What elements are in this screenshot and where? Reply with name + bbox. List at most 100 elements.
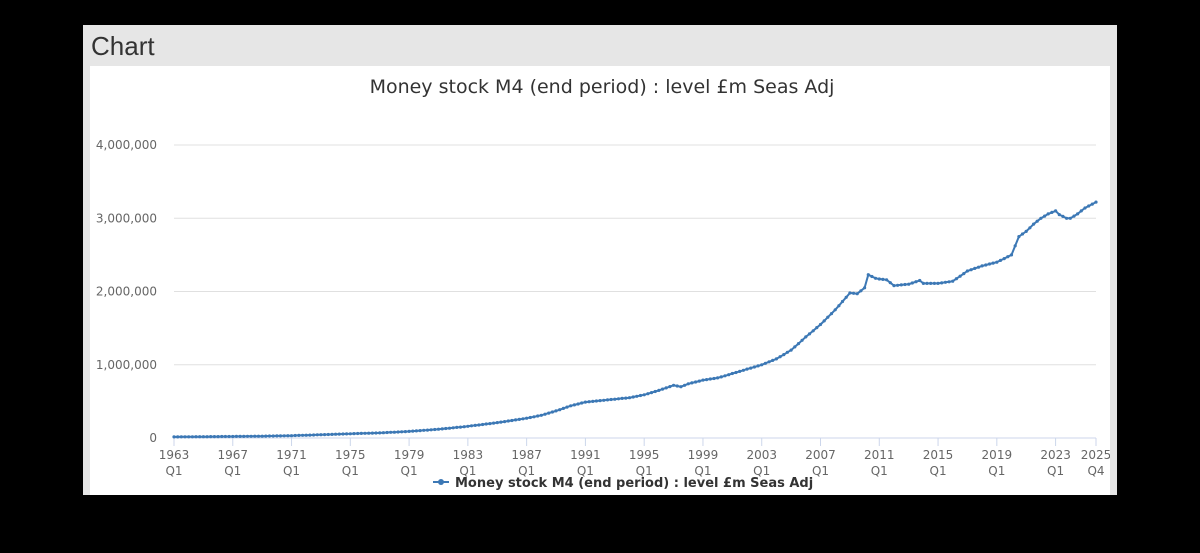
data-point <box>1061 214 1065 218</box>
x-axis: 1963 Q1 1967 Q1 1971 Q1 1975 Q1 1979 Q1 1983 Q1 1987… <box>159 437 1110 478</box>
data-point <box>429 428 433 432</box>
data-point <box>980 264 984 268</box>
data-point <box>863 286 867 290</box>
x-tick-label-quarter: Q1 <box>753 464 770 478</box>
data-point <box>969 268 973 272</box>
data-point <box>1024 229 1028 233</box>
data-point <box>444 426 448 431</box>
data-point <box>833 308 837 312</box>
data-point <box>976 265 981 269</box>
data-point <box>591 399 595 403</box>
data-point <box>738 369 742 373</box>
x-tick-label-quarter: Q1 <box>930 464 947 478</box>
data-point <box>477 423 481 427</box>
data-point <box>301 433 305 437</box>
data-point <box>400 430 404 434</box>
data-point <box>723 374 727 378</box>
data-point <box>679 385 683 389</box>
data-point <box>411 429 415 433</box>
x-tick-label-quarter: Q1 <box>401 464 418 478</box>
x-tick-label-quarter: Q1 <box>459 464 476 478</box>
data-point <box>918 278 922 283</box>
data-point <box>697 379 701 383</box>
data-point <box>407 429 411 433</box>
data-point <box>275 434 279 438</box>
data-point <box>668 385 672 389</box>
data-point <box>503 420 507 424</box>
data-point <box>414 429 418 433</box>
data-point <box>319 433 323 437</box>
legend-label[interactable]: Money stock M4 (end period) : level £m S… <box>455 476 813 491</box>
data-point <box>1054 209 1058 213</box>
data-point <box>587 400 591 404</box>
data-point <box>866 273 870 277</box>
legend-marker <box>438 479 444 485</box>
data-point <box>815 326 819 330</box>
data-point <box>583 400 587 404</box>
data-point <box>716 376 720 380</box>
data-point <box>767 360 771 364</box>
data-point <box>238 434 242 438</box>
data-point <box>190 435 194 439</box>
data-point <box>554 409 558 413</box>
data-point <box>253 434 257 438</box>
data-point <box>308 433 312 437</box>
data-point <box>1009 253 1014 257</box>
data-point <box>760 363 764 367</box>
data-point <box>499 420 503 424</box>
data-point <box>899 283 903 287</box>
data-point <box>378 431 382 435</box>
data-point <box>907 282 911 286</box>
x-tick-label-year: 2019 <box>982 448 1013 462</box>
data-point <box>840 299 845 304</box>
data-point <box>341 432 345 436</box>
data-point <box>1032 222 1036 226</box>
data-point <box>741 368 746 372</box>
data-point <box>936 281 940 285</box>
x-tick-label-quarter: Q1 <box>812 464 829 478</box>
data-point <box>1057 213 1061 217</box>
data-point <box>484 422 488 426</box>
data-point <box>649 391 654 395</box>
data-point <box>690 381 694 385</box>
data-point <box>958 274 962 278</box>
data-point <box>635 394 639 398</box>
data-point <box>216 435 220 439</box>
data-point <box>1050 210 1054 214</box>
data-point <box>536 414 540 418</box>
x-tick-label-year: 1983 <box>453 448 484 462</box>
x-tick-label-quarter: Q1 <box>577 464 594 478</box>
data-point <box>1094 200 1098 204</box>
data-point <box>646 392 650 396</box>
data-point <box>826 315 830 319</box>
data-point <box>440 427 444 431</box>
data-point <box>940 281 944 285</box>
data-point <box>183 435 187 439</box>
data-point <box>356 431 360 436</box>
data-point <box>749 366 753 370</box>
data-point <box>1020 232 1025 236</box>
data-point <box>594 399 598 403</box>
data-point <box>422 428 426 432</box>
data-point <box>829 312 834 316</box>
data-point <box>510 418 514 423</box>
data-point <box>1079 209 1083 213</box>
data-point <box>451 426 455 430</box>
data-point <box>818 322 823 327</box>
data-point <box>870 274 874 279</box>
data-point <box>914 280 918 284</box>
data-point <box>550 410 554 414</box>
data-point <box>756 364 760 368</box>
data-point <box>675 384 679 388</box>
x-tick-label-year: 1967 <box>217 448 248 462</box>
data-point <box>396 430 400 434</box>
data-point <box>242 434 246 438</box>
data-point <box>547 411 551 415</box>
data-point <box>367 431 371 435</box>
data-point <box>727 373 731 377</box>
data-point <box>602 398 606 402</box>
legend[interactable]: Money stock M4 (end period) : level £m S… <box>433 476 813 491</box>
data-point <box>616 397 621 401</box>
data-point <box>293 433 297 438</box>
data-point <box>642 393 646 397</box>
